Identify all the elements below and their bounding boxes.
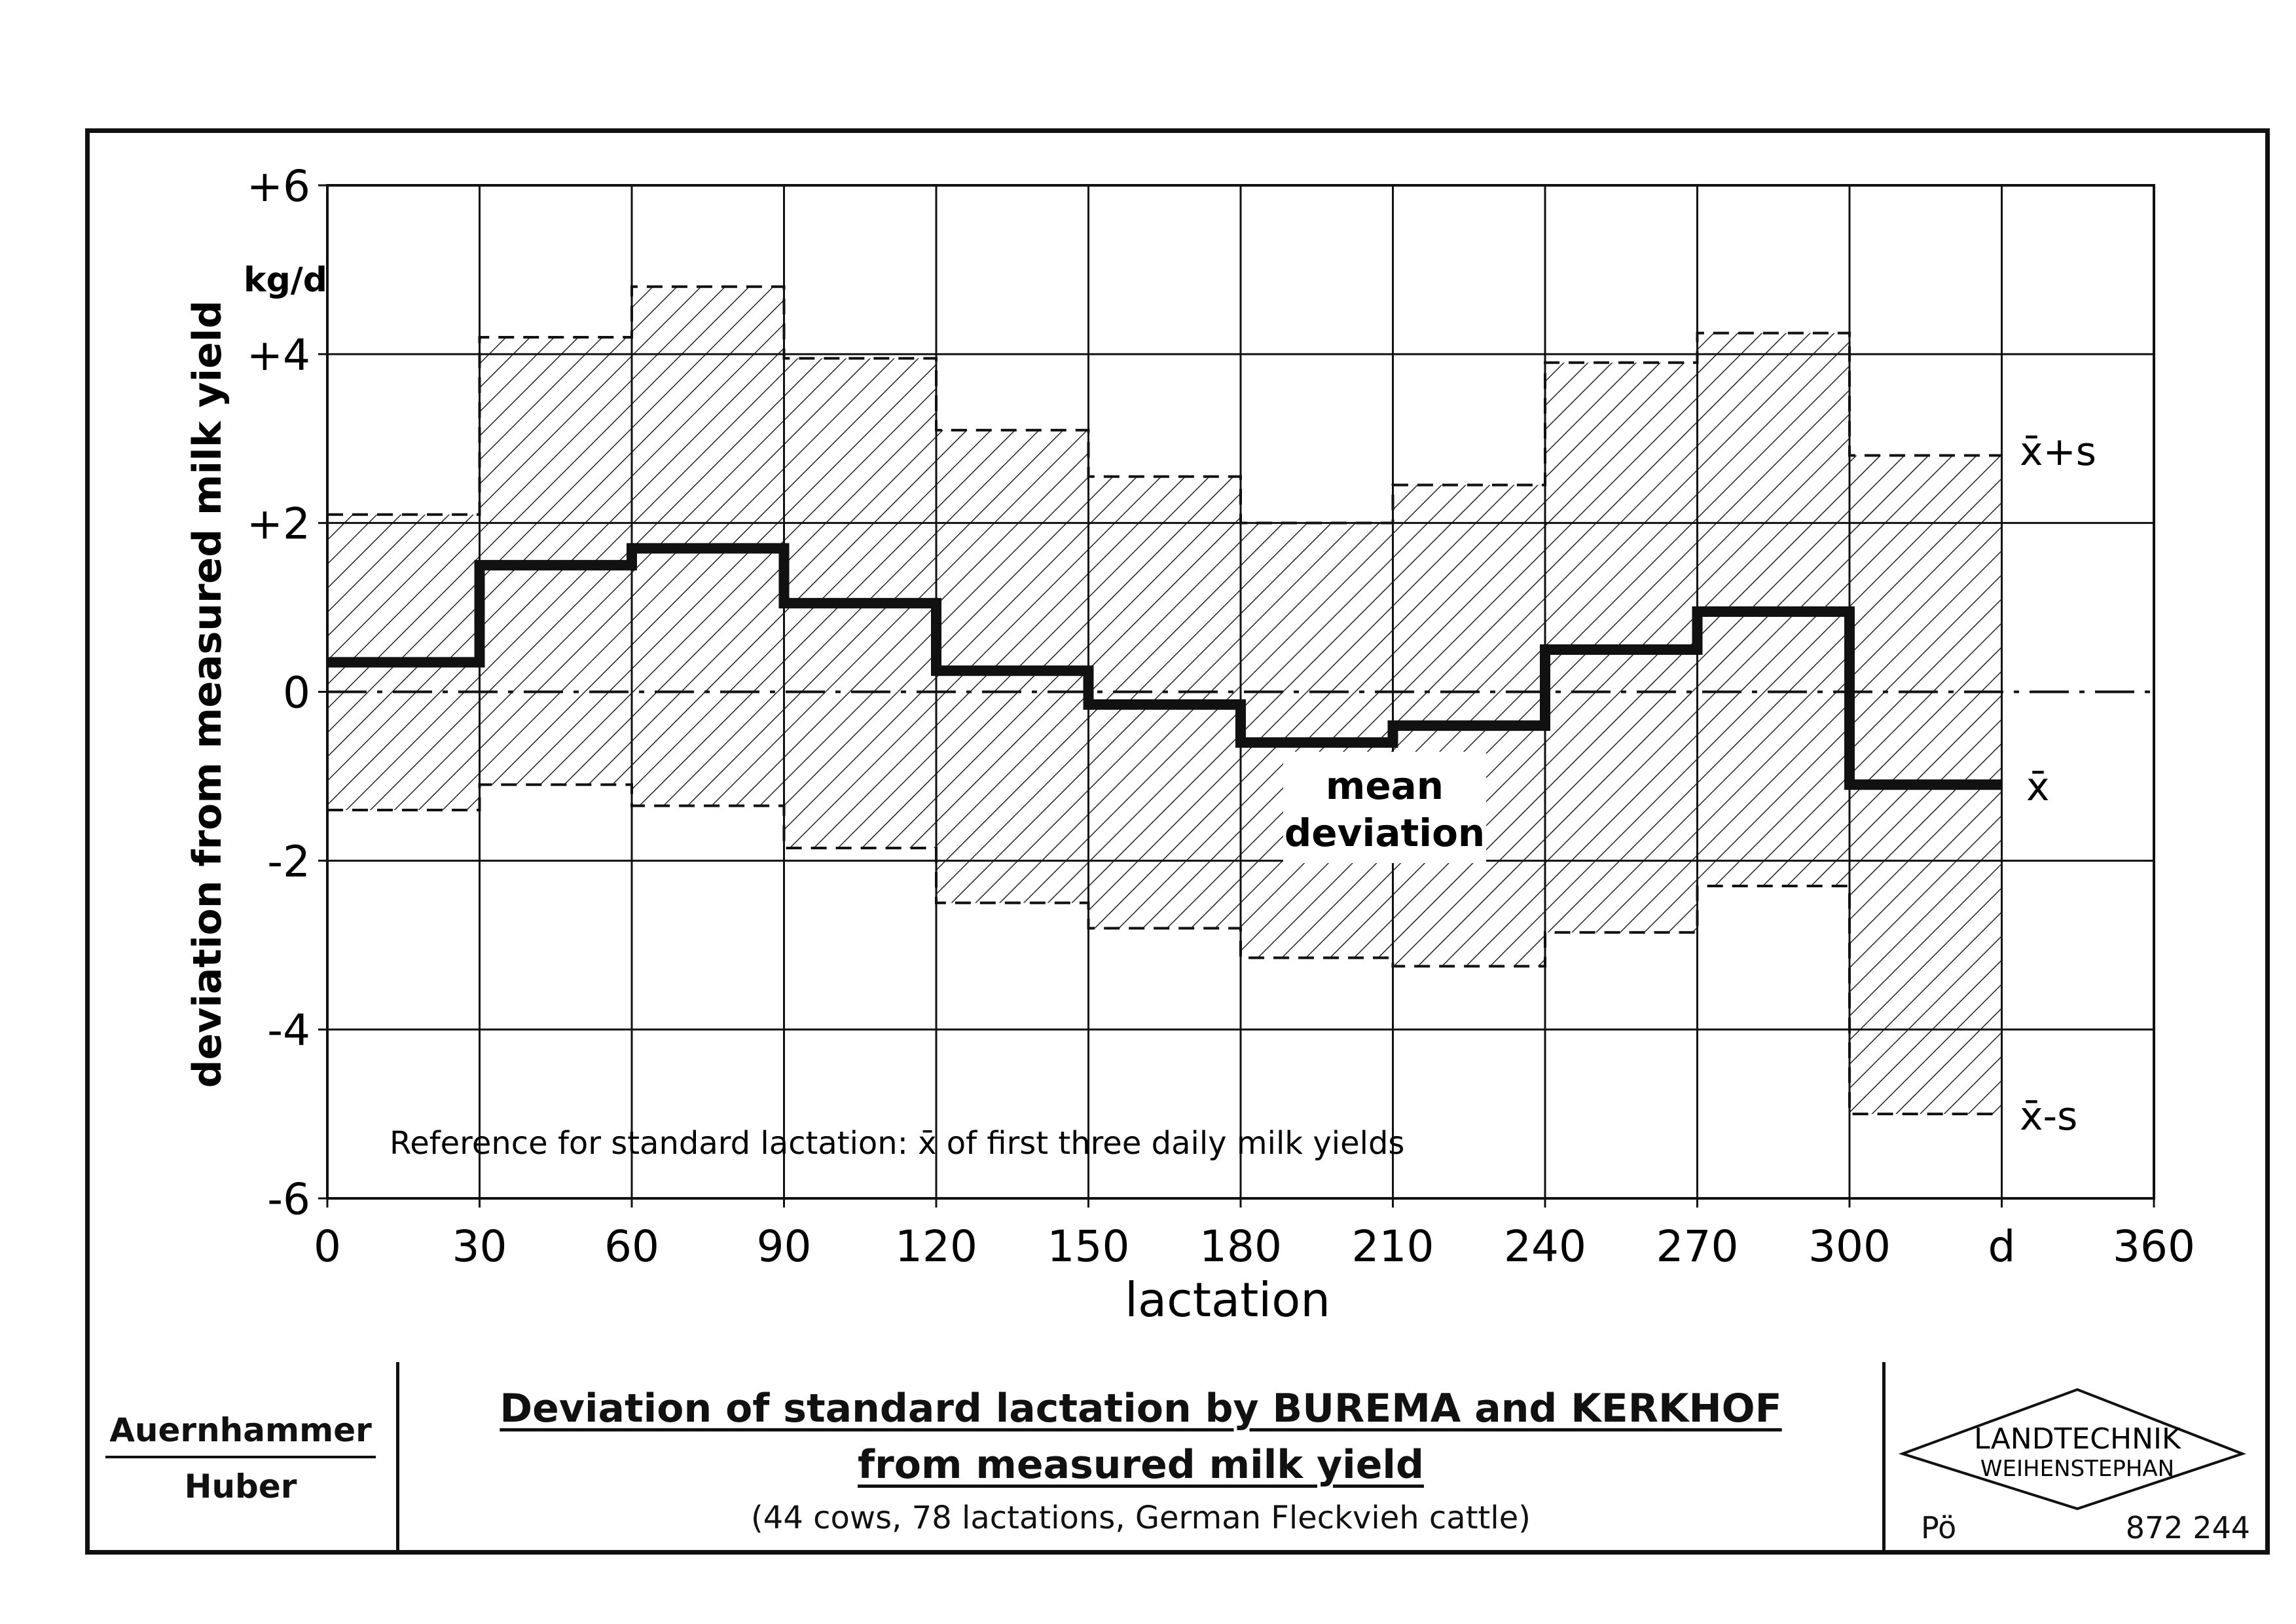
y-tick-label: +6 <box>247 161 310 212</box>
legend-mean: x̄ <box>2026 764 2050 810</box>
series-mean-plus-sd-line <box>327 285 2002 525</box>
deviation-chart: 0 30 60 90 120 150 180 210 240 270 300 d 360+6+4+20-… <box>185 161 2195 1327</box>
x-tick-label: 60 <box>604 1221 659 1272</box>
logo-text-line1: LANDTECHNIK <box>1974 1422 2181 1456</box>
x-tick-label: 30 <box>452 1221 507 1272</box>
x-tick-label: 240 <box>1504 1221 1586 1272</box>
authors-cell: Auernhammer Huber <box>85 1362 399 1555</box>
logo-diamond-icon <box>1898 1388 2246 1511</box>
series-layer <box>327 285 2002 1116</box>
reference-note: Reference for standard lactation: x̄ of … <box>390 1125 1404 1162</box>
y-tick-label: -2 <box>267 836 310 887</box>
y-unit-label: kg/d <box>244 261 327 300</box>
legend-mean-plus-sd: x̄+s <box>2020 429 2096 475</box>
figure-title-line2: from measured milk yield <box>858 1442 1424 1488</box>
drawing-code-right: 872 244 <box>2125 1510 2250 1545</box>
author-2: Huber <box>184 1467 297 1505</box>
x-tick-label: 150 <box>1048 1221 1130 1272</box>
institute-cell: LANDTECHNIK WEIHENSTEPHAN Pö 872 244 <box>1886 1362 2270 1555</box>
x-tick-label: 210 <box>1352 1221 1434 1272</box>
mean-deviation-label-line1: mean <box>1326 764 1444 808</box>
chart-labels: kg/d deviation from measured milk yield … <box>185 261 2096 1327</box>
x-tick-label: 0 <box>314 1221 341 1272</box>
y-axis-label: deviation from measured milk yield <box>185 301 230 1088</box>
x-tick-label: 300 <box>1808 1221 1891 1272</box>
y-tick-label: -4 <box>267 1005 310 1056</box>
x-tick-label: 120 <box>895 1221 977 1272</box>
author-1: Auernhammer <box>105 1410 376 1458</box>
drawing-frame <box>85 128 2270 1555</box>
title-block: Auernhammer Huber Deviation of standard … <box>85 1362 2270 1555</box>
institute-logo: LANDTECHNIK WEIHENSTEPHAN <box>1898 1388 2246 1511</box>
y-tick-label: +2 <box>247 499 310 549</box>
title-cell: Deviation of standard lactation by BUREM… <box>399 1362 1886 1555</box>
tick-labels: 0 30 60 90 120 150 180 210 240 270 300 d 360+6+4+20-… <box>247 161 2195 1272</box>
x-tick-label: 270 <box>1656 1221 1739 1272</box>
legend-mean-minus-sd: x̄-s <box>2020 1094 2077 1139</box>
figure-title-line1: Deviation of standard lactation by BUREM… <box>500 1386 1782 1431</box>
series-mean-line <box>327 543 2002 790</box>
x-tick-label: 360 <box>2113 1221 2195 1272</box>
y-tick-label: -6 <box>267 1174 310 1225</box>
logo-text-line2: WEIHENSTEPHAN <box>1980 1456 2174 1482</box>
mean-deviation-label-line2: deviation <box>1285 811 1485 855</box>
x-tick-label: 90 <box>757 1221 812 1272</box>
series-mean-minus-sd-line <box>327 783 2002 1116</box>
x-tick-label: 180 <box>1199 1221 1282 1272</box>
x-axis-label: lactation <box>1125 1272 1330 1327</box>
drawing-code-left: Pö <box>1921 1510 1957 1545</box>
y-tick-label: 0 <box>283 668 310 718</box>
figure-subtitle: (44 cows, 78 lactations, German Fleckvie… <box>751 1500 1531 1536</box>
y-tick-label: +4 <box>247 330 310 380</box>
x-tick-label: d <box>1988 1221 2016 1272</box>
